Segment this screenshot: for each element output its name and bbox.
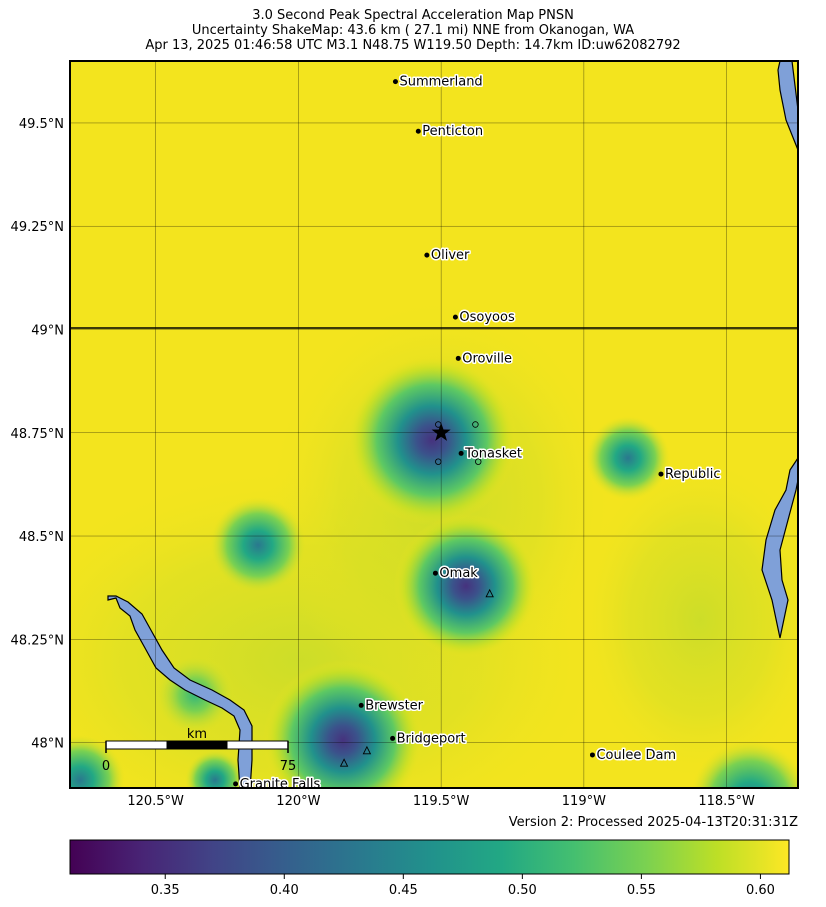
city-dot-icon (358, 702, 364, 708)
lat-tick-label: 48.25°N (11, 633, 64, 648)
okanogan-columbia-river (107, 595, 253, 788)
city-layer: Summerland Penticton Oliver Osoyoos Oroville… (233, 73, 722, 792)
city-label: Granite Falls (240, 777, 321, 792)
city-label: Brewster (365, 698, 423, 713)
city-label: Oroville (462, 351, 512, 366)
scale-bar-unit: km (187, 727, 207, 742)
graticule (70, 61, 798, 788)
lon-tick-label: 120°W (276, 794, 320, 809)
colorbar (69, 839, 790, 875)
colorbar-tick-label: 0.55 (627, 883, 656, 898)
colorbar-ticks: 0.35 0.40 0.45 0.50 0.55 0.60 (151, 874, 775, 898)
lake-roosevelt (761, 456, 798, 639)
city-dot-icon (455, 355, 461, 361)
low-uncertainty-spot (394, 514, 538, 658)
lat-tick-label: 49.5°N (19, 117, 64, 132)
scale-bar-start: 0 (102, 759, 110, 774)
scale-bar-end: 75 (280, 759, 297, 774)
city-dot-icon (392, 79, 398, 85)
longitude-labels: 120.5°W 120°W 119.5°W 119°W 118.5°W (127, 794, 755, 809)
colorbar-tick-label: 0.35 (151, 883, 180, 898)
lat-tick-label: 48.5°N (19, 530, 64, 545)
low-uncertainty-spot (210, 497, 306, 593)
map-title-line-2: Uncertainty ShakeMap: 43.6 km ( 27.1 mi)… (191, 23, 635, 38)
version-label: Version 2: Processed 2025-04-13T20:31:31… (508, 815, 798, 830)
lon-tick-label: 118.5°W (698, 794, 755, 809)
haze-region (580, 460, 798, 780)
scale-bar: km 0 75 (102, 727, 296, 774)
city-dot-icon (432, 570, 438, 576)
city-dot-icon (233, 781, 239, 787)
scale-bar-segment (226, 740, 289, 750)
lake-shoreline-north (777, 61, 798, 151)
latitude-labels: 49.5°N 49.25°N 49°N 48.75°N 48.5°N 48.25°N 48°… (11, 117, 64, 752)
city-label: Oliver (431, 248, 470, 263)
low-uncertainty-spot (263, 660, 423, 788)
map-markers (339, 421, 494, 767)
city-dot-icon (452, 314, 458, 320)
low-uncertainty-spot (586, 416, 670, 500)
city-label: Summerland (399, 75, 482, 90)
lat-tick-label: 49.25°N (11, 220, 64, 235)
lat-tick-label: 48°N (31, 737, 64, 752)
seismic-station-triangle-icon (485, 588, 494, 598)
low-uncertainty-spot (185, 750, 245, 788)
low-uncertainty-spot (347, 355, 517, 525)
city-label: Republic (665, 467, 721, 482)
city-dot-icon (658, 471, 664, 477)
city-dot-icon (424, 252, 430, 258)
map-title-line-3: Apr 13, 2025 01:46:58 UTC M3.1 N48.75 W1… (145, 38, 681, 53)
colorbar-tick-label: 0.40 (270, 883, 299, 898)
station-marker-icon (472, 421, 479, 428)
station-marker-icon (435, 458, 442, 465)
colorbar-tick-label: 0.50 (508, 883, 537, 898)
map-area: Summerland Penticton Oliver Osoyoos Oroville… (70, 61, 798, 792)
lat-tick-label: 48.75°N (11, 427, 64, 442)
seismic-station-triangle-icon (362, 745, 372, 755)
city-label: Coulee Dam (596, 748, 676, 763)
city-dot-icon (390, 735, 396, 741)
city-dot-icon (458, 450, 464, 456)
lon-tick-label: 120.5°W (127, 794, 184, 809)
colorbar-tick-label: 0.45 (389, 883, 418, 898)
city-dot-icon (415, 128, 421, 134)
city-dot-icon (589, 752, 595, 758)
epicenter-star-icon (431, 422, 451, 441)
city-label: Penticton (422, 124, 483, 139)
lon-tick-label: 119.5°W (413, 794, 470, 809)
city-label: Tonasket (464, 446, 522, 461)
lon-tick-label: 119°W (562, 794, 606, 809)
seismic-station-triangle-icon (339, 758, 349, 767)
colorbar-tick-label: 0.60 (746, 883, 775, 898)
station-marker-icon (475, 458, 482, 465)
city-label: Bridgeport (397, 731, 466, 746)
low-uncertainty-spot (691, 740, 798, 788)
city-label: Omak (439, 566, 478, 581)
map-frame (69, 60, 799, 789)
map-title-line-1: 3.0 Second Peak Spectral Acceleration Ma… (252, 8, 574, 23)
lat-tick-label: 49°N (31, 323, 64, 338)
scale-bar-segment (166, 740, 228, 750)
scale-bar-segment (105, 740, 168, 750)
city-label: Osoyoos (459, 310, 515, 325)
